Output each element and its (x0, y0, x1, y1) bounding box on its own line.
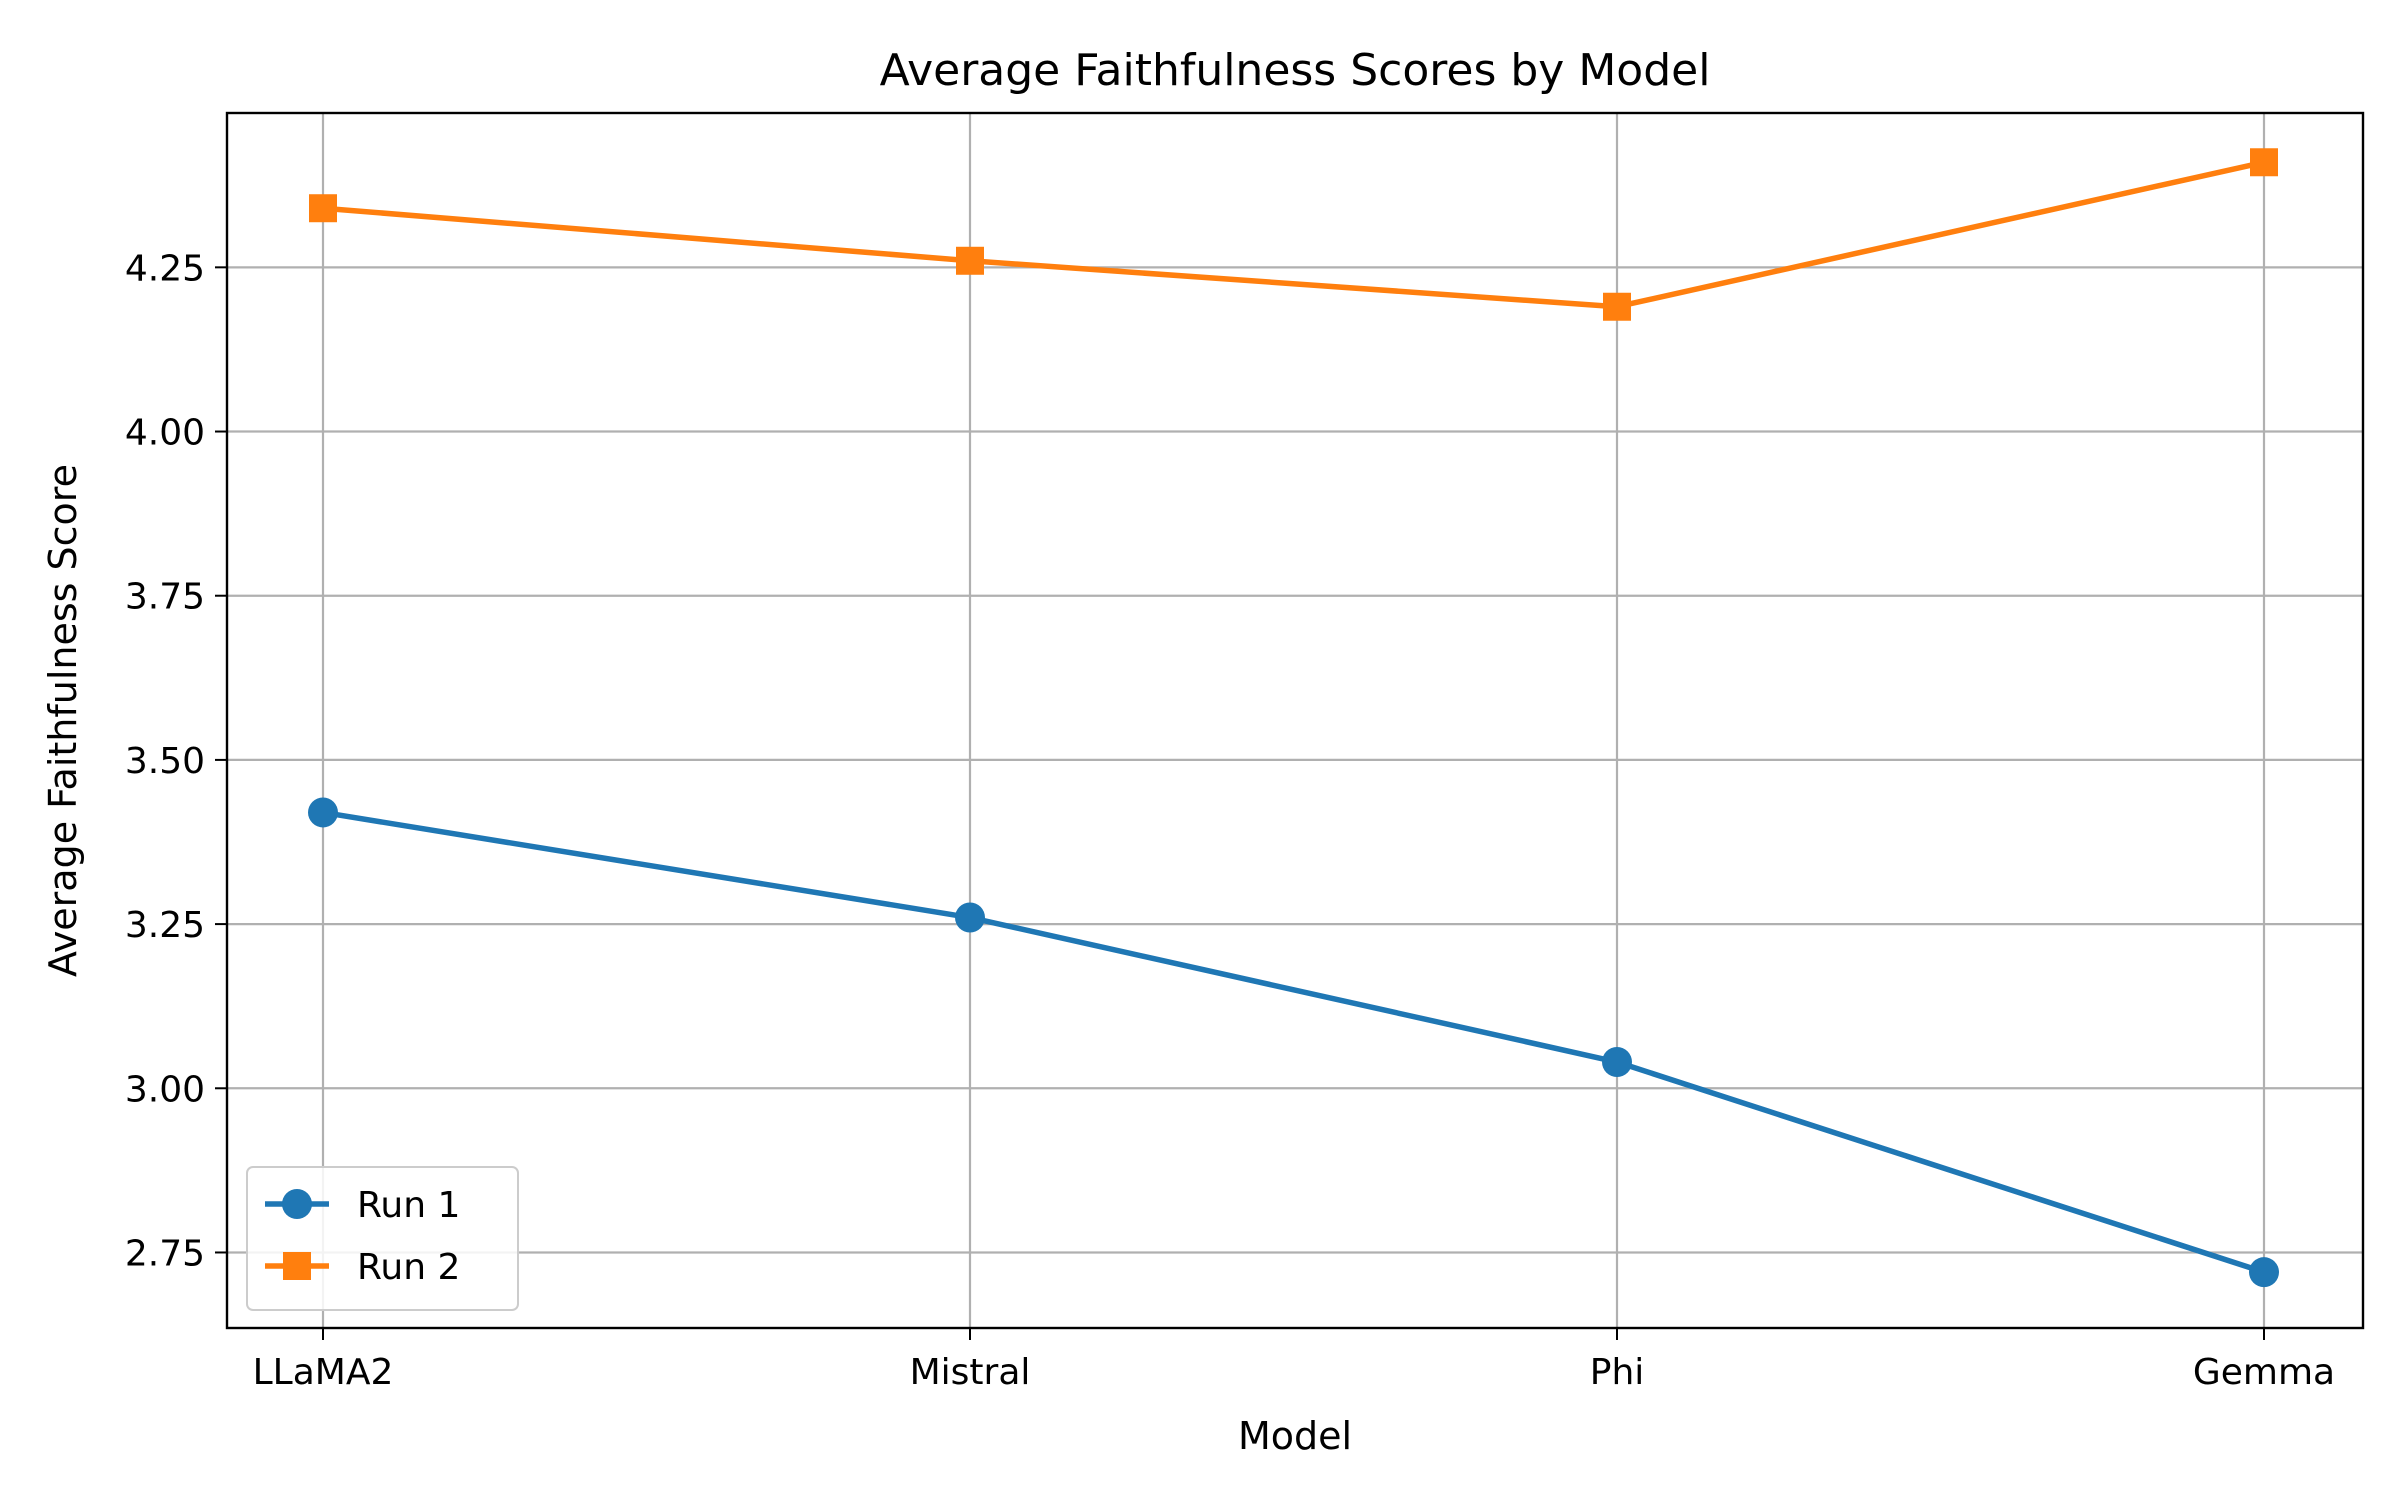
data-point-circle (308, 797, 338, 828)
x-tick-label: LLaMA2 (253, 1352, 394, 1393)
data-point-circle (2249, 1257, 2279, 1288)
data-point-circle (955, 902, 985, 933)
data-point-square (1603, 292, 1631, 321)
x-tick-label: Phi (1590, 1352, 1645, 1393)
x-tick-label: Mistral (910, 1352, 1031, 1393)
legend-marker-circle (282, 1189, 312, 1219)
legend-marker-square (283, 1252, 311, 1280)
data-point-square (2250, 148, 2278, 177)
data-point-circle (1602, 1047, 1632, 1078)
series-line (320, 159, 2267, 310)
plot-frame (225, 111, 2365, 1330)
y-tick-label: 3.50 (125, 741, 205, 782)
legend-label: Run 2 (357, 1247, 460, 1288)
series-1 (308, 797, 2279, 1288)
y-tick-label: 3.00 (125, 1069, 205, 1110)
series-line (320, 809, 2267, 1275)
legend: Run 1 Run 2 (246, 1166, 519, 1311)
y-axis-title: Average Faithfulness Score (41, 464, 85, 977)
legend-item: Run 1 (265, 1185, 460, 1226)
series-2 (309, 148, 2278, 321)
x-axis-title: Model (1238, 1414, 1352, 1458)
ticks-layer: LLaMA2 Mistral Phi Gemma 2.75 3.00 3.25 3.50 3.7… (125, 248, 2335, 1393)
data-point-square (956, 246, 984, 275)
legend-item: Run 2 (265, 1247, 460, 1288)
data-point-square (309, 194, 337, 223)
y-tick-label: 4.00 (125, 413, 205, 454)
y-tick-label: 3.75 (125, 577, 205, 618)
y-tick-label: 3.25 (125, 905, 205, 946)
y-tick-label: 4.25 (125, 248, 205, 289)
legend-label: Run 1 (357, 1185, 460, 1226)
y-tick-label: 2.75 (125, 1233, 205, 1274)
chart-title: Average Faithfulness Scores by Model (880, 45, 1711, 96)
grid-layer (227, 113, 2363, 1328)
x-tick-label: Gemma (2193, 1352, 2335, 1393)
series-layer (308, 148, 2279, 1288)
